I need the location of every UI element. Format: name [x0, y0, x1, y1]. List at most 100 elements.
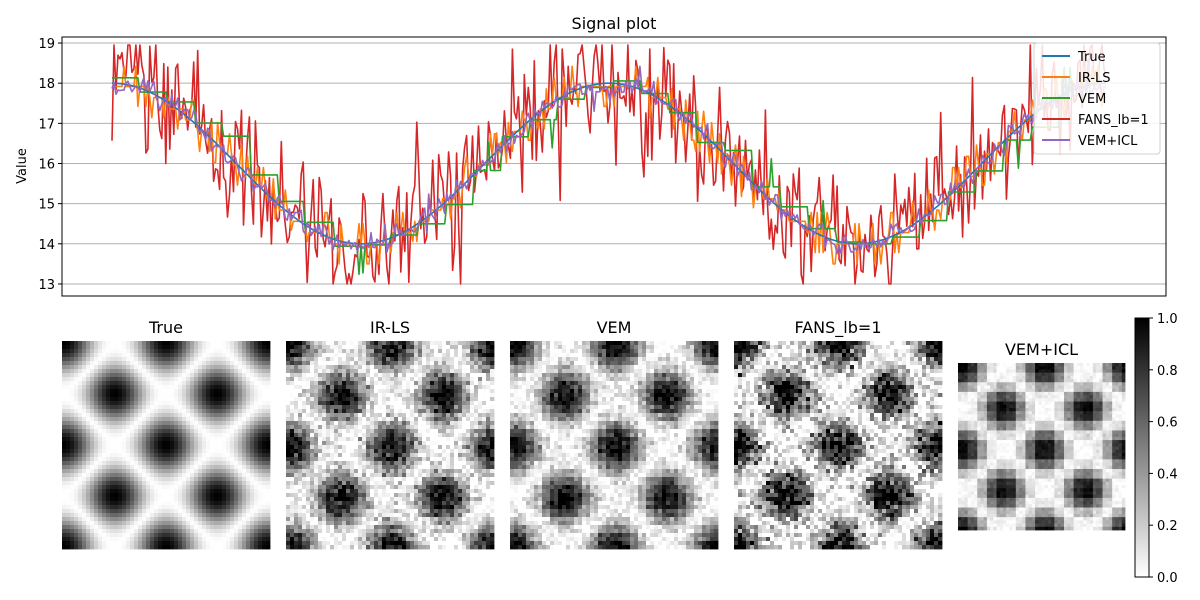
heatmap-cell [418, 393, 423, 398]
heatmap-cell [82, 453, 87, 458]
heatmap-cell [86, 465, 91, 470]
heatmap-cell [402, 341, 407, 346]
heatmap-cell [62, 385, 67, 390]
heatmap-cell [302, 373, 307, 378]
heatmap-cell [366, 433, 371, 438]
heatmap-cell [162, 389, 167, 394]
heatmap-cell [370, 449, 375, 454]
heatmap-cell [350, 457, 355, 462]
heatmap-cell [90, 349, 95, 354]
heatmap-cell [442, 353, 447, 358]
heatmap-cell [470, 489, 475, 494]
heatmap-cell [110, 425, 115, 430]
heatmap-cell [434, 421, 439, 426]
heatmap-cell [306, 469, 311, 474]
heatmap-cell [62, 461, 67, 466]
heatmap-cell [334, 493, 339, 498]
heatmap-cell [486, 469, 491, 474]
heatmap-cell [474, 497, 479, 502]
heatmap-cell [90, 429, 95, 434]
heatmap-cell [134, 509, 139, 514]
heatmap-cell [82, 545, 87, 550]
heatmap-cell [210, 457, 215, 462]
heatmap-cell [130, 509, 135, 514]
heatmap-cell [454, 397, 459, 402]
heatmap-cell [146, 461, 151, 466]
heatmap-cell [430, 473, 435, 478]
heatmap-cell [130, 453, 135, 458]
heatmap-cell [374, 409, 379, 414]
y-tick-label: 19 [38, 37, 55, 52]
heatmap-cell [262, 409, 267, 414]
heatmap-cell [110, 381, 115, 386]
heatmap-cell [78, 373, 83, 378]
heatmap-cell [490, 449, 495, 454]
heatmap-cell [214, 377, 219, 382]
heatmap-cell [338, 445, 343, 450]
heatmap-cell [166, 465, 171, 470]
heatmap-cell [178, 397, 183, 402]
heatmap-cell [314, 377, 319, 382]
heatmap-cell [246, 357, 251, 362]
heatmap-cell [222, 505, 227, 510]
heatmap-cell [482, 461, 487, 466]
heatmap-cell [226, 485, 231, 490]
heatmap-cell [138, 441, 143, 446]
heatmap-cell [382, 485, 387, 490]
heatmap-cell [70, 489, 75, 494]
heatmap-cell [310, 481, 315, 486]
heatmap-cell [238, 389, 243, 394]
heatmap-cell [302, 493, 307, 498]
heatmap-cell [134, 409, 139, 414]
heatmap-cell [326, 397, 331, 402]
heatmap-cell [242, 469, 247, 474]
heatmap-cell [386, 469, 391, 474]
heatmap-cell [254, 417, 259, 422]
heatmap-cell [86, 433, 91, 438]
heatmap-cell [358, 453, 363, 458]
heatmap-cell [250, 365, 255, 370]
heatmap-cell [330, 465, 335, 470]
heatmap-cell [250, 385, 255, 390]
heatmap-cell [98, 401, 103, 406]
heatmap-cell [254, 545, 259, 550]
heatmap-cell [254, 493, 259, 498]
heatmap-cell [194, 357, 199, 362]
heatmap-cell [262, 521, 267, 526]
heatmap-cell [486, 389, 491, 394]
heatmap-cell [206, 489, 211, 494]
heatmap-cell [222, 393, 227, 398]
heatmap-cell [482, 489, 487, 494]
heatmap-cell [450, 465, 455, 470]
heatmap-cell [446, 429, 451, 434]
heatmap-cell [266, 361, 271, 366]
heatmap-cell [390, 433, 395, 438]
heatmap-cell [78, 481, 83, 486]
heatmap-cell [382, 341, 387, 346]
heatmap-cell [298, 365, 303, 370]
heatmap-cell [118, 477, 123, 482]
heatmap-cell [446, 349, 451, 354]
heatmap-cell [314, 385, 319, 390]
heatmap-cell [466, 373, 471, 378]
heatmap-cell [246, 441, 251, 446]
heatmap-cell [330, 485, 335, 490]
heatmap-cell [402, 489, 407, 494]
heatmap-cell [218, 365, 223, 370]
heatmap-cell [210, 433, 215, 438]
heatmap-cell [158, 357, 163, 362]
heatmap-cell [478, 457, 483, 462]
heatmap-cell [262, 397, 267, 402]
heatmap-cell [202, 349, 207, 354]
heatmap-cell [82, 541, 87, 546]
heatmap-cell [334, 437, 339, 442]
heatmap-cell [374, 393, 379, 398]
heatmap-cell [230, 461, 235, 466]
heatmap-cell [394, 417, 399, 422]
heatmap-cell [298, 413, 303, 418]
heatmap-cell [94, 441, 99, 446]
heatmap-cell [102, 489, 107, 494]
heatmap-cell [118, 457, 123, 462]
heatmap-cell [266, 377, 271, 382]
heatmap-cell [478, 405, 483, 410]
